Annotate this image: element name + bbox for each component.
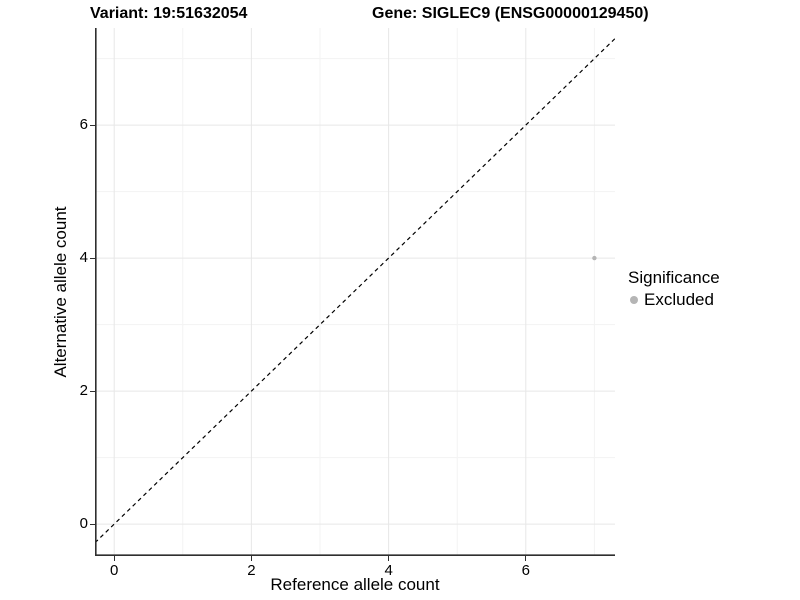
x-tick-label: 2: [247, 562, 256, 579]
y-tick-mark: [90, 523, 95, 525]
y-tick-mark: [90, 390, 95, 392]
legend: Significance Excluded: [628, 268, 720, 310]
y-tick-mark: [90, 257, 95, 259]
x-tick-mark: [113, 556, 115, 561]
identity-line: [95, 38, 615, 544]
x-tick-mark: [250, 556, 252, 561]
x-axis-label: Reference allele count: [270, 575, 440, 594]
legend-title: Significance: [628, 268, 720, 287]
legend-point-icon: [630, 296, 638, 304]
y-tick-label: 0: [79, 515, 88, 533]
gene-title: Gene: SIGLEC9 (ENSG00000129450): [372, 5, 649, 22]
x-tick-mark: [525, 556, 527, 561]
x-tick-mark: [388, 556, 390, 561]
y-tick-label: 2: [79, 382, 88, 400]
plot-panel: [95, 28, 615, 556]
x-tick-label: 0: [110, 562, 119, 579]
data-point: [592, 255, 597, 261]
x-tick-label: 4: [384, 562, 393, 579]
variant-title: Variant: 19:51632054: [90, 5, 248, 22]
y-tick-label: 4: [79, 249, 88, 267]
y-tick-label: 6: [79, 116, 88, 134]
x-tick-label: 6: [521, 562, 530, 579]
y-tick-mark: [90, 124, 95, 126]
plot-canvas: [95, 28, 615, 556]
y-axis-label: Alternative allele count: [51, 206, 70, 378]
legend-item-label: Excluded: [644, 290, 714, 309]
legend-item-excluded: Excluded: [628, 290, 720, 310]
